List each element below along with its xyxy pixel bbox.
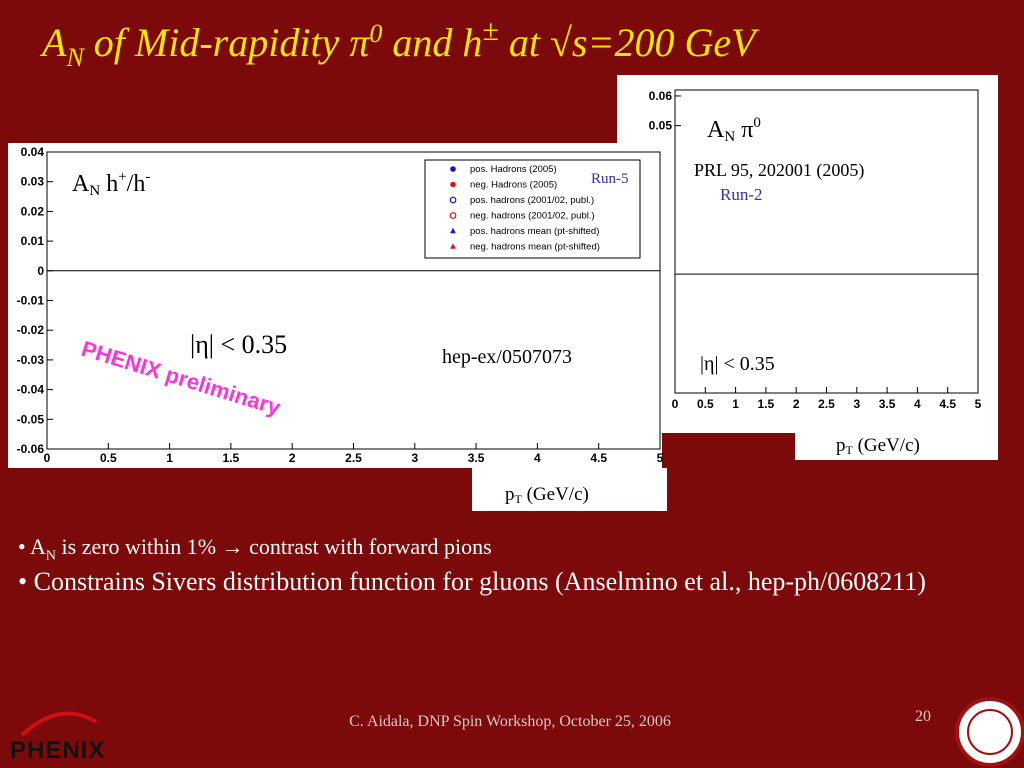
y-tick-label: 0.01	[21, 234, 45, 248]
marker	[450, 166, 456, 172]
y-tick-label: -0.04	[17, 383, 45, 397]
y-tick-label: -0.05	[17, 412, 45, 426]
x-tick-label: 0.5	[697, 397, 714, 411]
chart-panel	[617, 75, 998, 433]
x-tick-label: 3.5	[468, 451, 485, 465]
x-tick-label: 0.5	[100, 451, 117, 465]
x-tick-label: 5	[657, 451, 664, 465]
chart-hadrons: 0 0.5 1 1.5 2 2.5 3 3.5 4 4.5 50.040.030.020.010-0…	[8, 143, 667, 511]
logo-swoosh	[20, 711, 98, 737]
marker	[449, 212, 457, 219]
y-tick-label: -0.06	[17, 442, 45, 456]
y-tick-label: 0.06	[649, 89, 673, 103]
marker	[450, 181, 456, 188]
y-tick-label: 0	[37, 264, 44, 278]
x-axis-label: pT (GeV/c)	[505, 484, 589, 506]
seal-inner	[967, 709, 1013, 755]
x-tick-label: 0	[672, 397, 679, 411]
footer: C. Aidala, DNP Spin Workshop, October 25…	[349, 713, 671, 730]
x-tick-label: 1	[166, 451, 173, 465]
y-tick-label: -0.01	[17, 294, 45, 308]
chart-pi0: 0 0.5 1 1.5 2 2.5 3 3.5 4 4.5 5 0.06 0.05 AN π0 PRL …	[617, 75, 998, 460]
slide-title: AN of Mid-rapidity π0 and h± at √s=200 G…	[39, 14, 760, 72]
x-tick-label: 2.5	[345, 451, 362, 465]
legend-box	[424, 159, 641, 259]
chart-label: AN π0	[707, 115, 761, 145]
x-tick-label: 2	[289, 451, 296, 465]
reference: hep-ex/0507073	[442, 346, 572, 368]
legend-label: neg. Hadrons (2005)	[470, 180, 557, 191]
x-tick-label: 1.5	[223, 451, 240, 465]
x-tick-label: 4.5	[590, 451, 607, 465]
xlabel-panel	[795, 433, 998, 460]
run-label: Run-2	[720, 185, 763, 204]
marker	[450, 243, 456, 249]
x-tick-label: 2	[793, 397, 800, 411]
legend-label: pos. Hadrons (2005)	[470, 164, 557, 175]
x-tick-label: 1.5	[758, 397, 775, 411]
x-tick-label: 3	[411, 451, 418, 465]
x-tick-label: 1	[732, 397, 739, 411]
y-tick-label: -0.03	[17, 353, 45, 367]
reference: PRL 95, 202001 (2005)	[694, 160, 864, 181]
seal	[955, 697, 1024, 767]
x-tick-label: 0	[44, 451, 51, 465]
legend-label: neg. hadrons (2001/02, publ.)	[470, 211, 595, 222]
bullet: • Constrains Sivers distribution functio…	[18, 567, 926, 597]
legend-label: pos. hadrons (2001/02, publ.)	[470, 195, 594, 206]
x-tick-label: 4.5	[939, 397, 956, 411]
legend-label: pos. hadrons mean (pt-shifted)	[470, 226, 599, 237]
x-axis-label: pT (GeV/c)	[836, 435, 920, 457]
marker	[450, 227, 456, 234]
y-tick-label: -0.02	[17, 323, 45, 337]
eta-cut: |η| < 0.35	[190, 330, 287, 359]
x-tick-label: 3	[853, 397, 860, 411]
legend-label: neg. hadrons mean (pt-shifted)	[470, 242, 600, 253]
page-number: 20	[915, 708, 931, 725]
x-tick-label: 5	[975, 397, 982, 411]
x-tick-label: 4	[534, 451, 541, 465]
bullets: • AN is zero within 1% → contrast with f…	[18, 534, 1008, 600]
chart-label: AN h+/h-	[72, 169, 150, 199]
bullet: • AN is zero within 1% → contrast with f…	[18, 534, 492, 564]
xlabel-panel	[472, 468, 667, 511]
y-tick-label: 0.04	[21, 145, 45, 159]
x-tick-label: 4	[914, 397, 921, 411]
x-tick-label: 3.5	[879, 397, 896, 411]
x-tick-label: 2.5	[818, 397, 835, 411]
marker	[449, 196, 457, 204]
y-tick-label: 0.05	[649, 119, 673, 133]
run-label: Run-5	[591, 171, 629, 187]
logo: PHENIX	[10, 737, 105, 764]
y-tick-label: 0.02	[21, 204, 45, 218]
eta-cut: |η| < 0.35	[700, 353, 775, 375]
y-tick-label: 0.03	[21, 175, 45, 189]
